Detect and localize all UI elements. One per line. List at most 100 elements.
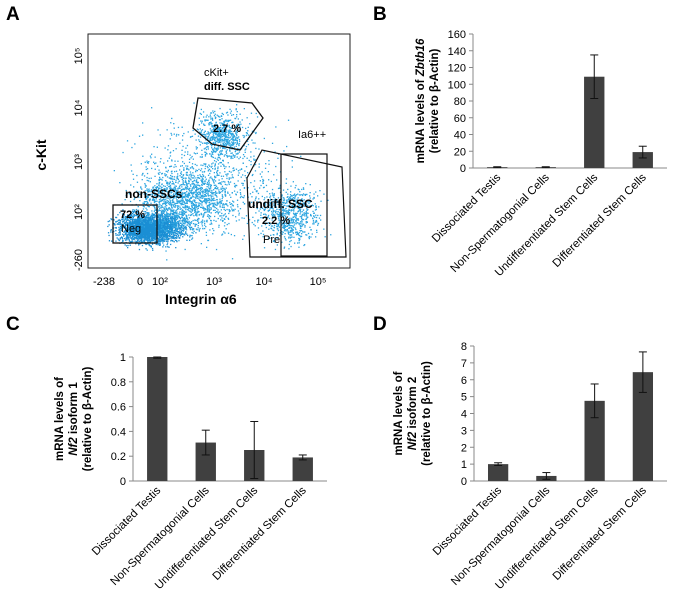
flow-dot (130, 226, 132, 228)
flow-dot (183, 226, 185, 228)
flow-dot (214, 133, 217, 135)
flow-dot (167, 232, 170, 234)
flow-dot (140, 187, 142, 189)
flow-dot (313, 215, 315, 217)
flow-dot (207, 204, 209, 207)
flow-dot (131, 218, 133, 220)
flow-dot (225, 203, 228, 205)
flow-dot (171, 229, 174, 232)
flow-dot (206, 142, 208, 144)
flow-dot (115, 233, 117, 235)
flow-dot (218, 132, 220, 134)
flow-dot (216, 114, 218, 116)
flow-dot (132, 235, 135, 237)
flow-dot (125, 218, 127, 221)
flow-dot (195, 146, 197, 148)
flow-dot (293, 204, 295, 206)
flow-dot (245, 134, 248, 137)
flow-dot (223, 135, 225, 137)
flow-dot (274, 237, 276, 239)
flow-dot (136, 190, 138, 193)
flow-dot (282, 197, 284, 199)
flow-dot (170, 212, 172, 214)
flow-dot (225, 140, 227, 142)
flow-dot (158, 240, 160, 242)
flow-dot (274, 216, 276, 218)
flow-dot (139, 216, 141, 218)
flow-dot (181, 178, 183, 180)
flow-dot (236, 153, 238, 155)
flow-dot (175, 247, 177, 249)
flow-dot (153, 223, 155, 225)
flow-dot (211, 203, 213, 205)
flow-dot (216, 124, 218, 126)
flow-dot (174, 219, 176, 221)
flow-dot (264, 202, 267, 204)
flow-dot (213, 132, 215, 134)
flow-dot (138, 224, 140, 226)
flow-dot (176, 227, 179, 229)
flow-dot (144, 216, 146, 219)
flow-dot (132, 223, 134, 225)
flow-dot (142, 219, 144, 221)
flow-dot (279, 203, 281, 206)
flow-dot (160, 226, 163, 228)
flow-dot (215, 190, 217, 193)
flow-dot (150, 246, 152, 248)
flow-dot (135, 214, 137, 217)
flow-dot (232, 137, 234, 139)
flow-dot (120, 220, 122, 222)
flow-dot (190, 176, 192, 178)
flow-dot (176, 199, 178, 201)
flow-dot (126, 216, 128, 219)
flow-dot (171, 218, 173, 220)
flow-dot (212, 110, 214, 112)
flow-dot (148, 161, 150, 163)
flow-dot (175, 190, 178, 192)
flow-dot (188, 217, 191, 219)
flow-dot (155, 233, 157, 235)
flow-dot (146, 201, 149, 204)
flow-dot (137, 236, 139, 238)
flow-dot (151, 237, 153, 239)
flow-dot (125, 221, 127, 223)
flow-dot (152, 188, 154, 190)
flow-dot (209, 128, 211, 130)
flow-dot (204, 182, 206, 184)
flow-dot (141, 232, 143, 234)
flow-dot (293, 209, 295, 211)
flow-dot (202, 190, 204, 193)
flow-dot (257, 219, 260, 221)
flow-dot (170, 210, 172, 212)
flow-dot (138, 243, 141, 245)
flow-dot (141, 225, 143, 227)
flow-dot (219, 198, 221, 200)
flow-dot (150, 214, 152, 216)
flow-dot (215, 148, 217, 150)
flow-dot (221, 122, 223, 124)
flow-dot (136, 229, 138, 232)
flow-dot (284, 202, 286, 204)
flow-dot (168, 192, 170, 194)
flow-dot (292, 197, 294, 199)
flow-dot (276, 179, 278, 181)
flow-dot (146, 209, 148, 211)
flow-dot (149, 226, 151, 228)
flow-dot (150, 233, 152, 235)
flow-dot (163, 201, 165, 203)
flow-dot (167, 226, 169, 228)
flow-dot (214, 150, 216, 152)
flow-dot (171, 202, 173, 204)
flow-dot (249, 203, 251, 205)
flow-dot (288, 198, 291, 200)
flow-dot (199, 192, 201, 194)
flow-dot (215, 195, 218, 197)
flow-dot (214, 124, 216, 126)
flow-dot (152, 231, 154, 233)
flow-dot (168, 238, 170, 240)
flow-dot (143, 210, 145, 213)
flow-dot (236, 149, 238, 151)
flow-dot (142, 226, 144, 228)
flow-dot (157, 165, 159, 167)
flow-dot (236, 135, 238, 137)
